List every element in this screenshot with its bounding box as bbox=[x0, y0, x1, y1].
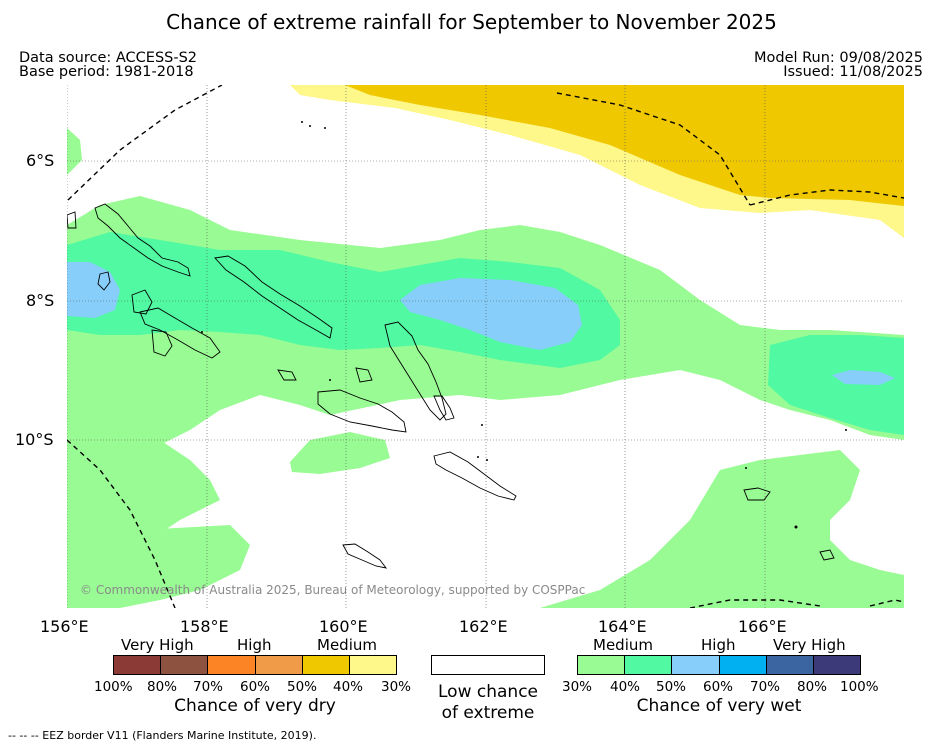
islands-outline bbox=[67, 203, 835, 569]
lat-tick-10s: 10°S bbox=[15, 430, 54, 449]
island-choiseul bbox=[214, 255, 333, 339]
wet-cat-very-high: Very High bbox=[773, 636, 846, 654]
dry-swatch-6 bbox=[349, 656, 397, 674]
model-run: Model Run: 09/08/2025 bbox=[753, 50, 923, 66]
island-rendova bbox=[151, 329, 173, 357]
issued-date: Issued: 11/08/2025 bbox=[783, 64, 923, 80]
dry-pct-70: 70% bbox=[193, 679, 224, 695]
dry-pct-40: 40% bbox=[333, 679, 364, 695]
graticule bbox=[67, 85, 904, 608]
low-chance-swatch bbox=[431, 655, 545, 675]
wet-swatch-6 bbox=[813, 656, 861, 674]
map-title: Chance of extreme rainfall for September… bbox=[166, 10, 777, 34]
dry-pct-80: 80% bbox=[147, 679, 178, 695]
wet-cat-high: High bbox=[701, 636, 736, 654]
wet-medium-30-center-patch bbox=[290, 432, 390, 474]
wet-pct-40: 40% bbox=[610, 679, 641, 695]
island-small-3 bbox=[743, 487, 771, 501]
island-makira bbox=[433, 451, 517, 501]
wet-colorbar bbox=[577, 655, 861, 675]
island-small-1 bbox=[277, 369, 297, 381]
wet-pct-70: 70% bbox=[750, 679, 781, 695]
lon-tick-158e: 158°E bbox=[180, 617, 229, 636]
base-period: Base period: 1981-2018 bbox=[19, 64, 194, 80]
dry-swatch-2 bbox=[161, 656, 209, 674]
dry-swatch-5 bbox=[302, 656, 350, 674]
wet-high-50-east bbox=[832, 370, 895, 385]
wet-pct-80: 80% bbox=[797, 679, 828, 695]
copyright-notice: © Commonwealth of Australia 2025, Bureau… bbox=[80, 583, 586, 597]
island-small-5 bbox=[67, 211, 77, 229]
data-source: Data source: ACCESS-S2 bbox=[19, 50, 198, 66]
dry-swatch-4 bbox=[255, 656, 303, 674]
dry-cat-medium: Medium bbox=[317, 636, 377, 654]
wet-swatch-5 bbox=[766, 656, 814, 674]
islets bbox=[201, 121, 847, 529]
wet-medium-30-southeast bbox=[540, 450, 904, 608]
wet-medium-40-east bbox=[768, 335, 904, 435]
lon-tick-160e: 160°E bbox=[319, 617, 368, 636]
wet-pct-60: 60% bbox=[703, 679, 734, 695]
island-guadalcanal bbox=[317, 389, 407, 433]
dry-swatch-1 bbox=[114, 656, 162, 674]
low-chance-caption-2: of extreme bbox=[441, 703, 535, 723]
wet-high-50-center bbox=[400, 278, 582, 350]
lat-tick-8s: 8°S bbox=[26, 291, 55, 310]
island-malaita bbox=[433, 395, 455, 421]
dry-pct-100: 100% bbox=[94, 679, 133, 695]
island-bougainville bbox=[94, 203, 191, 277]
dry-pct-50: 50% bbox=[287, 679, 318, 695]
island-small-2 bbox=[355, 367, 373, 383]
wet-high-50-west bbox=[67, 262, 120, 318]
wet-pct-100: 100% bbox=[840, 679, 879, 695]
wet-medium-30-southwest bbox=[67, 525, 250, 608]
eez-footnote: -- -- -- EEZ border V11 (Flanders Marine… bbox=[8, 729, 317, 742]
dry-pct-60: 60% bbox=[240, 679, 271, 695]
dry-medium-50-area bbox=[345, 85, 904, 206]
dry-pct-30: 30% bbox=[381, 679, 412, 695]
island-small-4 bbox=[819, 549, 835, 561]
dry-cat-high: High bbox=[237, 636, 272, 654]
wet-cat-medium: Medium bbox=[593, 636, 653, 654]
dry-edge-patch bbox=[67, 128, 82, 175]
dry-colorbar bbox=[113, 655, 397, 675]
island-vella bbox=[131, 289, 153, 315]
lon-tick-166e: 166°E bbox=[738, 617, 787, 636]
island-shortlands bbox=[97, 271, 111, 291]
dry-legend-caption: Chance of very dry bbox=[174, 696, 336, 716]
island-new-georgia bbox=[139, 307, 221, 359]
dry-cat-very-high: Very High bbox=[121, 636, 194, 654]
wet-legend-caption: Chance of very wet bbox=[636, 696, 802, 716]
wet-swatch-1 bbox=[578, 656, 626, 674]
eez-border bbox=[67, 85, 904, 608]
island-santa-isabel bbox=[384, 321, 447, 421]
island-rennell bbox=[342, 543, 388, 569]
lon-tick-162e: 162°E bbox=[459, 617, 508, 636]
wet-pct-50: 50% bbox=[656, 679, 687, 695]
lat-tick-6s: 6°S bbox=[26, 151, 55, 170]
wet-pct-30: 30% bbox=[562, 679, 593, 695]
low-chance-caption-1: Low chance bbox=[438, 682, 538, 702]
wet-swatch-3 bbox=[672, 656, 720, 674]
lon-tick-164e: 164°E bbox=[598, 617, 647, 636]
lon-tick-156e: 156°E bbox=[40, 617, 89, 636]
dry-swatch-3 bbox=[208, 656, 256, 674]
wet-swatch-2 bbox=[625, 656, 673, 674]
wet-swatch-4 bbox=[719, 656, 767, 674]
